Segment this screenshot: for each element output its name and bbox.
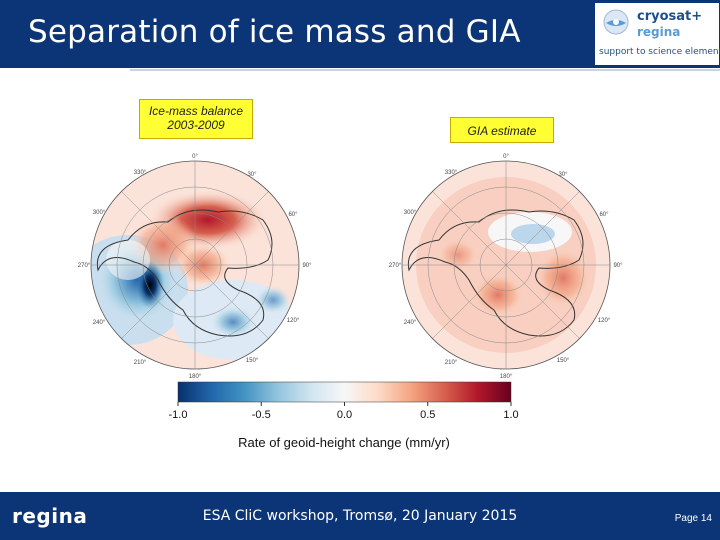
figure-panel: 0° 30° 60° 90° 120° 150° 180° 210° 240° … <box>68 150 628 452</box>
lon-label-210: 210° <box>134 360 147 366</box>
lon-label-150: 150° <box>557 358 570 364</box>
lon-label-210: 210° <box>445 360 458 366</box>
lon-label-0: 0° <box>192 154 198 160</box>
lon-label-60: 60° <box>599 212 609 218</box>
slide-footer: regina ESA CliC workshop, Tromsø, 20 Jan… <box>0 492 720 540</box>
slide-header: Separation of ice mass and GIA cryosat+ … <box>0 0 720 68</box>
ice-mass-balance-map: 0° 30° 60° 90° 120° 150° 180° 210° 240° … <box>78 154 312 380</box>
cryosat-emblem-icon <box>603 9 629 35</box>
colorbar-tick-label: 0.0 <box>337 409 352 421</box>
footer-event-text: ESA CliC workshop, Tromsø, 20 January 20… <box>202 508 518 524</box>
lon-label-0: 0° <box>503 154 509 160</box>
lon-label-240: 240° <box>93 320 106 326</box>
lon-label-30: 30° <box>558 172 568 178</box>
lon-label-330: 330° <box>134 170 147 176</box>
lon-label-150: 150° <box>246 358 259 364</box>
lon-label-240: 240° <box>404 320 417 326</box>
lon-label-90: 90° <box>613 263 623 269</box>
logo-tagline: support to science element <box>599 47 720 57</box>
colorbar-title: Rate of geoid-height change (mm/yr) <box>238 435 450 450</box>
lon-label-180: 180° <box>500 374 513 380</box>
gia-estimate-map: 0° 30° 60° 90° 120° 150° 180° 210° 240° … <box>389 154 623 380</box>
ice-mass-balance-label: Ice-mass balance 2003-2009 <box>139 99 253 139</box>
lon-label-120: 120° <box>598 318 611 324</box>
logo-name-cryosat: cryosat+ <box>637 9 703 24</box>
colorbar-tick-label: 0.5 <box>420 409 435 421</box>
lon-label-180: 180° <box>189 374 202 380</box>
colorbar: -1.0 -0.5 0.0 0.5 1.0 Rate of geoid-height c… <box>169 381 519 450</box>
gia-estimate-label: GIA estimate <box>450 117 554 143</box>
lon-label-300: 300° <box>404 210 417 216</box>
lon-label-300: 300° <box>93 210 106 216</box>
colorbar-tick-label: 1.0 <box>503 409 518 421</box>
colorbar-strip <box>177 381 512 403</box>
lon-label-120: 120° <box>287 318 300 324</box>
lon-label-90: 90° <box>302 263 312 269</box>
header-divider <box>130 69 720 71</box>
colorbar-tick-label: -0.5 <box>252 409 271 421</box>
regina-footer-logo: regina <box>12 504 88 528</box>
lon-label-30: 30° <box>247 172 257 178</box>
cryosat-regina-logo: cryosat+ regina support to science eleme… <box>595 3 720 65</box>
lon-label-270: 270° <box>78 263 91 269</box>
slide-title: Separation of ice mass and GIA <box>28 14 521 50</box>
logo-name-regina: regina <box>637 25 681 39</box>
lon-label-60: 60° <box>288 212 298 218</box>
page-number: Page 14 <box>674 513 712 524</box>
lon-label-270: 270° <box>389 263 402 269</box>
lon-label-330: 330° <box>445 170 458 176</box>
colorbar-tick-label: -1.0 <box>169 409 188 421</box>
